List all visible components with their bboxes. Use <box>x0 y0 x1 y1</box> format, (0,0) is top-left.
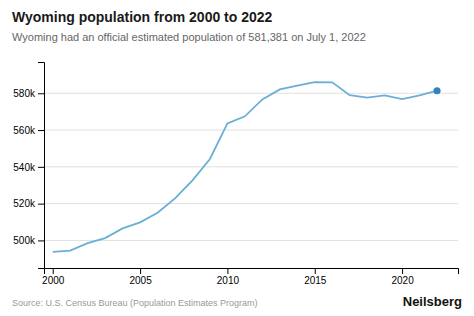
grid-line <box>44 130 458 131</box>
y-tick-mark <box>38 204 44 205</box>
y-tick-label: 500k <box>13 235 36 246</box>
x-tick-mark <box>315 268 316 274</box>
x-tick: 2000 <box>42 268 65 286</box>
x-tick-label: 2010 <box>217 275 240 286</box>
x-tick: 2015 <box>304 268 327 286</box>
grid-line <box>44 93 458 94</box>
y-axis-line <box>38 63 45 269</box>
y-tick: 580k <box>13 88 44 99</box>
x-tick: 2005 <box>129 268 152 286</box>
chart: Wyoming population from 2000 to 2022 Wyom… <box>0 0 474 316</box>
source-note: Source: U.S. Census Bureau (Population E… <box>12 298 258 308</box>
y-tick: 540k <box>13 162 44 173</box>
x-tick-mark <box>402 268 403 274</box>
y-tick-label: 580k <box>13 88 36 99</box>
grid <box>44 93 458 240</box>
x-tick-label: 2015 <box>304 275 327 286</box>
y-tick-mark <box>38 130 44 131</box>
marks <box>53 82 441 252</box>
x-tick-mark <box>227 268 228 274</box>
grid-line <box>44 203 458 204</box>
grid-line <box>44 166 458 167</box>
x-axis: 2000 2005 2010 2015 2020 <box>42 268 458 286</box>
y-tick: 500k <box>13 235 44 246</box>
x-tick: 2020 <box>391 268 414 286</box>
x-tick-label: 2000 <box>42 275 65 286</box>
brand-note: Neilsberg <box>403 294 462 309</box>
x-tick-label: 2020 <box>391 275 414 286</box>
line <box>53 82 437 252</box>
y-tick-mark <box>38 167 44 168</box>
y-tick-mark <box>38 93 44 94</box>
y-tick-mark <box>38 240 44 241</box>
x-tick-label: 2005 <box>129 275 152 286</box>
y-tick: 520k <box>13 198 44 209</box>
y-tick-label: 540k <box>13 162 36 173</box>
y-tick: 560k <box>13 125 44 136</box>
x-axis-line <box>45 269 459 275</box>
x-tick-mark <box>140 268 141 274</box>
point <box>433 87 440 94</box>
subtitle: Wyoming had an official estimated popula… <box>12 31 366 43</box>
y-axis: 500k 520k 540k 560k 580k <box>13 63 44 269</box>
title: Wyoming population from 2000 to 2022 <box>12 9 273 25</box>
x-tick-mark <box>53 268 54 274</box>
grid-line <box>44 240 458 241</box>
y-tick-label: 520k <box>13 198 36 209</box>
y-tick-label: 560k <box>13 125 36 136</box>
plot: 2000 2005 2010 2015 2020 500k 520k 540k 560k 580k <box>13 63 458 287</box>
x-tick: 2010 <box>217 268 240 286</box>
